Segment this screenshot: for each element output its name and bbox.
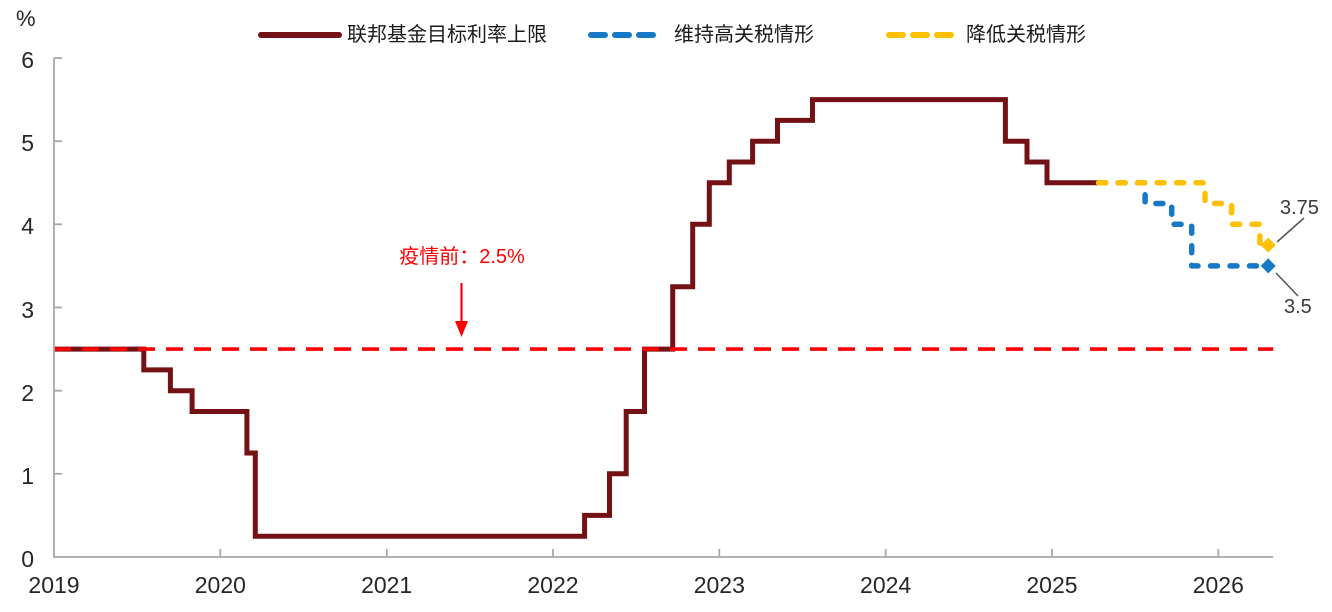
end-value-label-low-tariff: 3.75 (1280, 197, 1319, 219)
x-tick-label: 2019 (28, 572, 80, 598)
y-tick-label: 2 (21, 379, 34, 406)
y-tick-label: 0 (21, 546, 34, 572)
legend-item-fed-funds-rate: 联邦基金目标利率上限 (257, 23, 547, 47)
y-axis-unit-label: % (16, 6, 36, 31)
y-tick-label: 1 (21, 462, 34, 489)
legend-swatch-yellow-dashed-line (886, 32, 954, 38)
x-tick-label: 2023 (693, 572, 745, 598)
legend-swatch-blue-dashed-line (588, 32, 659, 38)
x-tick-label: 2026 (1192, 572, 1244, 598)
y-tick-label: 3 (21, 296, 34, 323)
end-marker-diamond-low-tariff (1260, 237, 1276, 253)
legend-label-fed-funds-rate: 联邦基金目标利率上限 (347, 24, 547, 46)
connector-line-35 (1275, 272, 1299, 297)
legend-item-high-tariff-scenario: 维持高关税情形 (587, 23, 814, 47)
x-tick-label: 2022 (527, 572, 579, 598)
legend-item-low-tariff-scenario: 降低关税情形 (885, 23, 1086, 47)
series-line-fed-funds-rate (54, 97, 1099, 539)
connector-line-375 (1276, 217, 1305, 243)
y-tick-label: 6 (21, 47, 34, 73)
pre-pandemic-annotation: 疫情前：2.5% (399, 246, 525, 268)
axis-lines (53, 58, 1274, 558)
x-tick-label: 2020 (194, 572, 246, 598)
chart-legend: 联邦基金目标利率上限 维持高关税情形 降低关税情形 (0, 23, 1332, 47)
x-tick-label: 2021 (361, 572, 413, 598)
y-tick-label: 4 (21, 213, 34, 240)
x-tick-label: 2025 (1026, 572, 1078, 598)
end-marker-diamond-high-tariff (1260, 258, 1276, 274)
series-line-high-tariff-scenario (1095, 180, 1271, 269)
end-value-label-high-tariff: 3.5 (1284, 296, 1312, 318)
legend-swatch-solid-line (258, 32, 342, 38)
x-tick-label: 2024 (860, 572, 912, 598)
pre-pandemic-arrowhead (455, 321, 469, 337)
legend-label-low-tariff-scenario: 降低关税情形 (966, 24, 1086, 46)
legend-label-high-tariff-scenario: 维持高关税情形 (674, 24, 814, 46)
series-line-low-tariff-scenario (1095, 180, 1271, 248)
y-tick-label: 5 (21, 130, 34, 157)
